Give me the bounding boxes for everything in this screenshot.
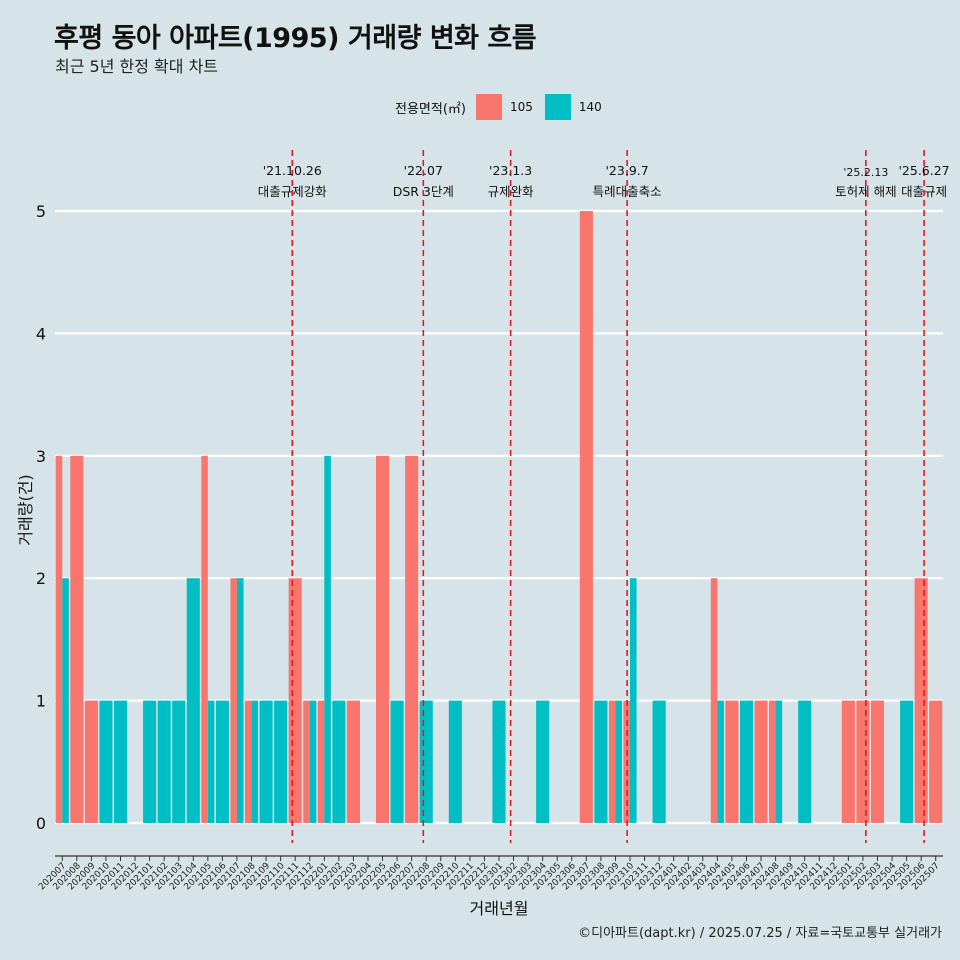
bar-140-202108: [251, 700, 259, 823]
bar-105-202107: [230, 578, 237, 823]
event-date-label: '23.1.3: [489, 163, 532, 178]
bar-105-202501: [841, 700, 855, 823]
bar-140-202201: [324, 455, 331, 823]
bar-105-202108: [244, 700, 252, 823]
bar-105-202112: [303, 700, 310, 823]
bar-140-202104: [186, 578, 200, 823]
y-tick-label: 4: [36, 324, 46, 343]
bar-140-202106: [215, 700, 229, 823]
legend-label-140: 140: [578, 100, 602, 114]
bar-105-202207: [405, 455, 419, 823]
event-date-label: '21.10.26: [263, 163, 322, 178]
legend-swatch-140: [544, 94, 571, 120]
bar-105-202503: [870, 700, 885, 823]
bar-140-202101: [143, 700, 157, 823]
chart-title: 후평 동아 아파트(1995) 거래량 변화 흐름: [54, 23, 537, 54]
y-tick-label: 3: [36, 447, 46, 466]
bar-140-202505: [900, 700, 914, 823]
legend-label-105: 105: [509, 100, 533, 114]
bar-140-202301: [492, 700, 506, 823]
event-name-label: 대출규제: [901, 184, 947, 199]
bar-140-202007: [62, 578, 69, 823]
event-name-label: DSR 3단계: [393, 184, 454, 199]
bar-140-202308: [594, 700, 608, 823]
event-name-label: 특례대출축소: [593, 184, 662, 199]
event-date-label: '23.9.7: [606, 163, 649, 178]
bar-140-202112: [309, 700, 317, 823]
bar-140-202202: [332, 700, 346, 823]
event-date-label: '22.07: [404, 163, 443, 178]
bar-105-202407: [754, 700, 768, 823]
bar-105-202405: [725, 700, 739, 823]
event-name-label: 규제완화: [488, 184, 535, 199]
bar-105-202105: [201, 455, 208, 823]
bar-140-202102: [157, 700, 171, 823]
bar-105-202007: [55, 455, 63, 823]
bar-140-202210: [448, 700, 462, 823]
bar-140-202304: [536, 700, 550, 823]
chart-subtitle: 최근 5년 한정 확대 차트: [55, 57, 219, 76]
y-tick-label: 0: [36, 814, 46, 833]
bar-140-202208: [419, 700, 433, 823]
y-tick-label: 5: [36, 202, 46, 221]
y-axis-title: 거래량(건): [16, 474, 35, 545]
bar-140-202010: [99, 700, 113, 823]
bar-105-202404: [710, 578, 718, 823]
source-caption: ©디아파트(dapt.kr) / 2025.07.25 / 자료=국토교통부 실…: [578, 926, 942, 941]
legend: 전용면적(㎡) 105 140: [395, 93, 614, 121]
y-tick-label: 2: [36, 569, 46, 588]
bar-140-202109: [259, 700, 273, 823]
bar-140-202410: [798, 700, 812, 823]
bar-105-202307: [579, 211, 593, 823]
bar-140-202310: [630, 578, 637, 823]
event-name-label: 대출규제강화: [258, 184, 328, 199]
bar-140-202103: [172, 700, 186, 823]
bar-105-202408: [769, 700, 776, 823]
x-axis-title: 거래년월: [470, 899, 529, 918]
bar-140-202404: [717, 700, 724, 823]
bar-140-202105: [207, 700, 215, 823]
legend-swatch-105: [475, 94, 502, 120]
bar-140-202408: [775, 700, 783, 823]
bar-105-202111: [288, 578, 302, 823]
bar-105-202309: [608, 700, 616, 823]
bar-105-202008: [70, 455, 84, 823]
event-name-label: 토허제 해제: [835, 184, 896, 199]
bar-105-202203: [346, 700, 360, 823]
bar-105-202507: [929, 700, 943, 823]
bar-105-202205: [375, 455, 390, 823]
bar-140-202309: [615, 700, 623, 823]
bar-140-202107: [236, 578, 244, 823]
bar-105-202502: [856, 700, 870, 823]
bar-140-202406: [739, 700, 754, 823]
bar-105-202009: [84, 700, 98, 823]
legend-title: 전용면적(㎡): [395, 101, 466, 117]
bar-105-202506: [914, 578, 928, 823]
bar-140-202110: [274, 700, 288, 823]
event-date-label: '25.2.13: [843, 166, 888, 179]
y-tick-label: 1: [36, 692, 46, 711]
bar-140-202206: [390, 700, 404, 823]
bar-140-202312: [652, 700, 666, 823]
bar-105-202201: [317, 700, 325, 823]
bar-140-202011: [113, 700, 128, 823]
event-date-label: '25.6.27: [898, 163, 949, 178]
